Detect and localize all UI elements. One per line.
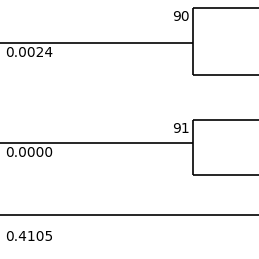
Text: 0.4105: 0.4105 [5, 230, 53, 244]
Text: 0.0024: 0.0024 [5, 46, 53, 60]
Text: 0.0000: 0.0000 [5, 146, 53, 160]
Text: 90: 90 [172, 10, 190, 24]
Text: 91: 91 [172, 122, 190, 136]
